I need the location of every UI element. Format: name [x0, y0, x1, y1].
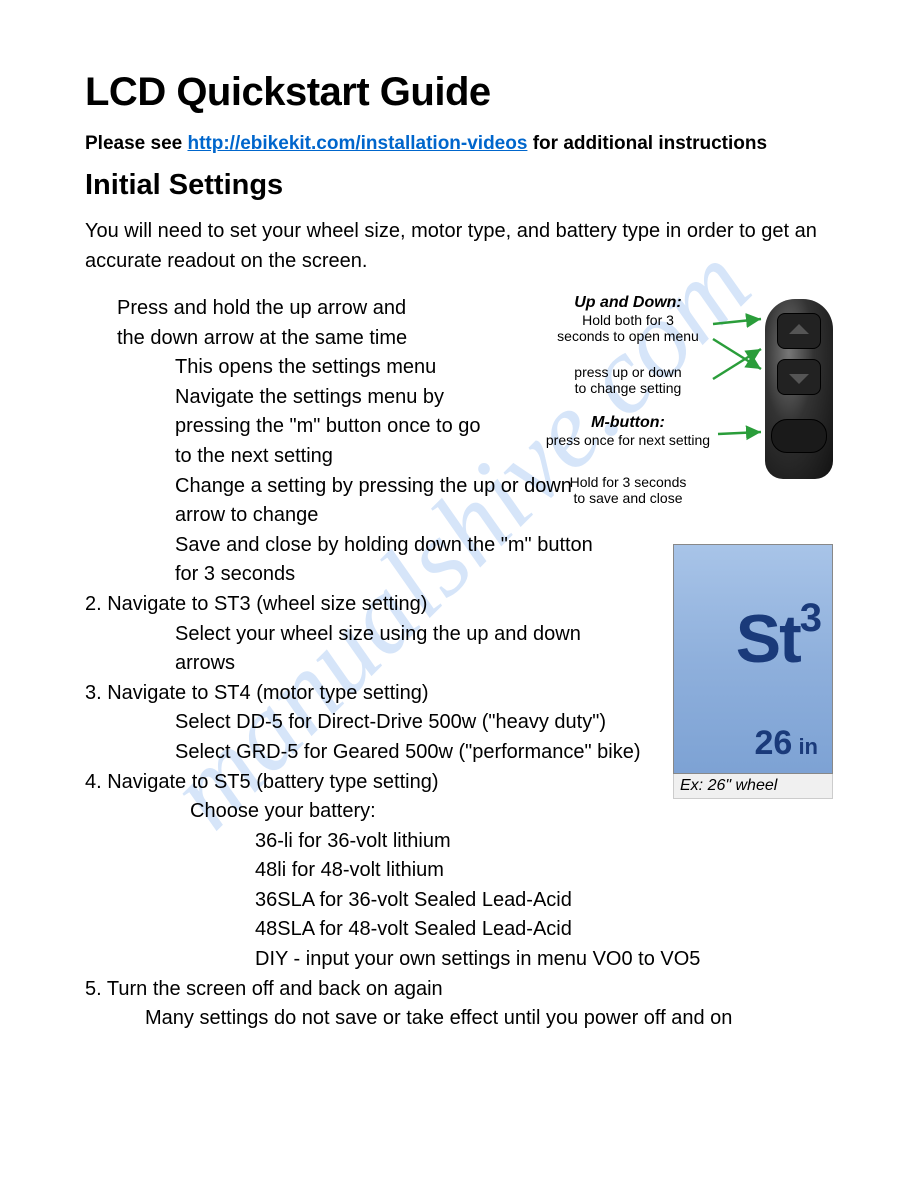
control-sub1b: seconds to open menu — [533, 328, 723, 344]
step-3a: Select DD-5 for Direct-Drive 500w ("heav… — [175, 708, 615, 738]
lcd-screen: St3 26 in — [673, 544, 833, 774]
lcd-top-text: St — [736, 601, 800, 677]
control-sub4b: to save and close — [533, 490, 723, 506]
step-1c: Change a setting by pressing the up or d… — [175, 472, 575, 531]
subtitle-post: for additional instructions — [527, 133, 767, 154]
step-4a1: 36-li for 36-volt lithium — [255, 827, 833, 857]
lcd-bottom-num: 26 — [755, 724, 793, 762]
instructions-link[interactable]: http://ebikekit.com/installation-videos — [187, 133, 527, 154]
lcd-top-reading: St3 — [736, 600, 820, 678]
lcd-bottom-reading: 26 in — [755, 724, 819, 763]
control-label-press: press up or down to change setting — [533, 364, 723, 396]
remote-m-button — [771, 419, 827, 453]
step-2a: Select your wheel size using the up and … — [175, 620, 615, 679]
step-1a: This opens the settings menu — [175, 353, 485, 383]
lcd-example: St3 26 in Ex: 26" wheel — [673, 544, 833, 799]
control-sub3: press once for next setting — [533, 432, 723, 448]
remote-down-button — [777, 359, 821, 395]
step-4a3: 36SLA for 36-volt Sealed Lead-Acid — [255, 886, 833, 916]
step-4a: Choose your battery: — [190, 797, 833, 827]
step-5: 5. Turn the screen off and back on again — [85, 975, 833, 1005]
control-label-hold: Hold for 3 seconds to save and close — [533, 474, 723, 506]
step-4a2: 48li for 48-volt lithium — [255, 856, 833, 886]
lcd-top-sup: 3 — [800, 596, 820, 640]
step-4a5: DIY - input your own settings in menu VO… — [255, 945, 833, 975]
step-4a4: 48SLA for 48-volt Sealed Lead-Acid — [255, 915, 833, 945]
lcd-caption: Ex: 26" wheel — [673, 774, 833, 799]
control-sub1a: Hold both for 3 — [533, 312, 723, 328]
subtitle-line: Please see http://ebikekit.com/installat… — [85, 133, 833, 155]
document-content: LCD Quickstart Guide Please see http://e… — [85, 70, 833, 1034]
remote-up-button — [777, 313, 821, 349]
page-title: LCD Quickstart Guide — [85, 70, 833, 115]
subtitle-pre: Please see — [85, 133, 187, 154]
step-5a: Many settings do not save or take effect… — [145, 1004, 833, 1034]
control-title-m: M-button: — [533, 414, 723, 432]
lcd-bottom-unit: in — [792, 734, 818, 759]
control-label-updown: Up and Down: Hold both for 3 seconds to … — [533, 294, 723, 344]
control-sub4a: Hold for 3 seconds — [533, 474, 723, 490]
intro-paragraph: You will need to set your wheel size, mo… — [85, 216, 833, 276]
control-title-updown: Up and Down: — [533, 294, 723, 312]
section-heading: Initial Settings — [85, 169, 833, 202]
step-1b: Navigate the settings menu by pressing t… — [175, 383, 485, 472]
control-sub2b: to change setting — [533, 380, 723, 396]
step-1: Press and hold the up arrow and the down… — [117, 294, 427, 353]
body-wrapper: Up and Down: Hold both for 3 seconds to … — [85, 294, 833, 1034]
remote-illustration — [765, 299, 833, 479]
control-label-mbutton: M-button: press once for next setting — [533, 414, 723, 448]
step-1d: Save and close by holding down the "m" b… — [175, 531, 615, 590]
control-sub2a: press up or down — [533, 364, 723, 380]
